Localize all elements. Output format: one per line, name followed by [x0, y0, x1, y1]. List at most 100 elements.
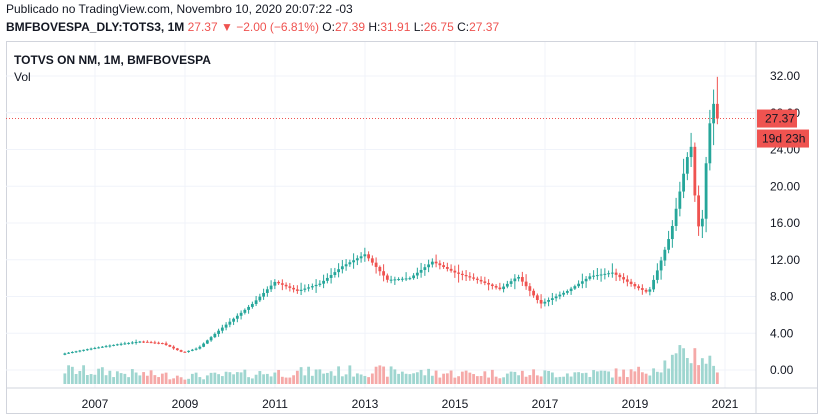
volume-bar [228, 372, 232, 384]
volume-bar [423, 375, 427, 384]
volume-bar [149, 370, 153, 384]
volume-bar [123, 373, 127, 384]
volume-bar [157, 377, 161, 384]
candle-body [640, 288, 644, 290]
volume-bar [235, 372, 239, 384]
volume-bar [427, 368, 431, 384]
volume-bar [273, 372, 277, 384]
candle-body [157, 342, 161, 344]
x-tick-label: 2019 [622, 397, 649, 411]
candle-body [633, 284, 637, 287]
volume-bar [333, 375, 337, 384]
candle-body [682, 173, 686, 192]
candle-body [438, 263, 442, 266]
volume-bar [367, 377, 371, 384]
volume-bar [667, 368, 671, 384]
candle-body [494, 286, 498, 288]
candle-body [700, 218, 704, 227]
volume-bar [134, 372, 138, 384]
volume-bar [277, 369, 281, 384]
candle-body [419, 269, 423, 273]
volume-bar [397, 373, 401, 384]
candle-body [622, 277, 626, 280]
candle-body [235, 315, 239, 319]
candle-body [655, 270, 659, 280]
volume-bar [592, 370, 596, 384]
x-tick-label: 2015 [442, 397, 469, 411]
candle-body [697, 195, 701, 227]
candle-body [277, 281, 281, 284]
volume-bar [532, 369, 536, 384]
low-label: L: [413, 20, 424, 34]
volume-bar [239, 372, 243, 384]
candle-body [243, 309, 247, 313]
volume-bar [614, 368, 618, 384]
candle-body [187, 350, 191, 352]
candle-body [397, 279, 401, 281]
low-value: 26.75 [423, 20, 454, 34]
volume-bar [168, 379, 172, 384]
x-tick-label: 2007 [82, 397, 109, 411]
candle-body [145, 341, 149, 343]
candle-body [475, 278, 479, 280]
candle-body [550, 298, 554, 300]
volume-bar [322, 373, 326, 384]
volume-bar [63, 373, 67, 384]
volume-bar [78, 370, 82, 384]
candle-body [295, 289, 299, 291]
candle-body [348, 262, 352, 265]
candle-body [457, 272, 461, 274]
volume-bar [580, 373, 584, 384]
volume-bar [179, 377, 183, 384]
volume-bar [434, 370, 438, 384]
x-axis: 2007 2009 2011 2013 2015 2017 2019 2021 [82, 397, 739, 411]
y-tick-label: 8.00 [770, 290, 794, 304]
candle-body [160, 343, 164, 345]
candle-body [153, 342, 157, 344]
volume-bar [325, 372, 329, 384]
volume-bar [442, 373, 446, 384]
candle-body [693, 146, 697, 196]
volume-bar [483, 371, 487, 384]
volume-bar [607, 371, 611, 384]
candle-body [573, 286, 577, 289]
candle-body [258, 296, 262, 301]
volume-bar [70, 366, 74, 384]
x-tick-label: 2021 [712, 397, 739, 411]
candle-body [505, 283, 509, 287]
volume-bar [100, 367, 104, 384]
candle-body [667, 239, 671, 250]
volume-bar [408, 374, 412, 384]
volume-bar [708, 355, 712, 384]
candle-body [303, 288, 307, 290]
volume-bar [697, 365, 701, 384]
last-price-badge: 27.37 [757, 109, 797, 128]
candle-body [554, 296, 558, 299]
volume-bar [603, 370, 607, 384]
volume-layer [63, 345, 719, 384]
volume-bar [153, 375, 157, 384]
volume-bar [520, 370, 524, 384]
volume-bar [453, 377, 457, 384]
volume-bar [374, 366, 378, 384]
open-label: O: [322, 20, 335, 34]
candle-body [715, 103, 719, 119]
candle-body [224, 324, 228, 328]
candle-body [217, 330, 221, 334]
candle-layer [63, 76, 719, 356]
candle-body [464, 275, 468, 277]
open-value: 27.39 [334, 20, 365, 34]
volume-bar [689, 363, 693, 384]
volume-bar [445, 373, 449, 384]
volume-bar [610, 377, 614, 384]
candle-body [599, 274, 603, 276]
volume-bar [112, 377, 116, 384]
candle-body [250, 303, 254, 307]
candle-body [565, 291, 569, 293]
candle-body [423, 267, 427, 270]
candle-body [603, 273, 607, 275]
volume-bar [468, 372, 472, 384]
candle-body [487, 282, 491, 285]
candle-body [228, 321, 232, 325]
